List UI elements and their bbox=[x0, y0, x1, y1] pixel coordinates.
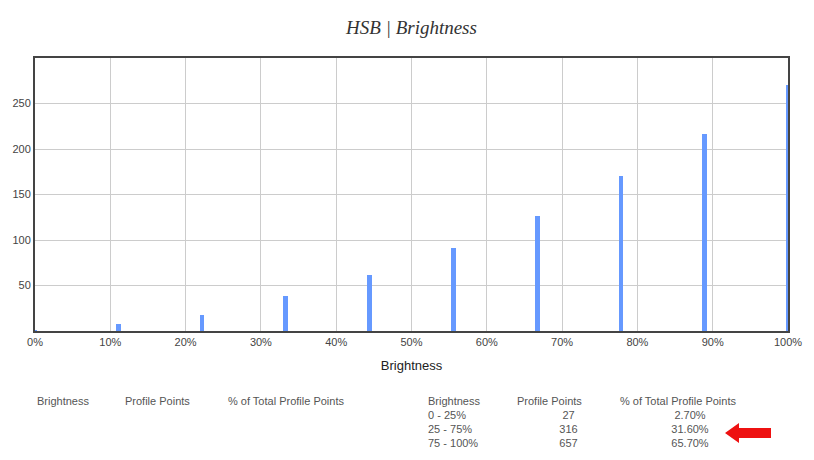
svg-text:60%: 60% bbox=[476, 336, 498, 348]
svg-text:20%: 20% bbox=[175, 336, 197, 348]
svg-text:Brightness: Brightness bbox=[381, 358, 443, 373]
svg-text:100%: 100% bbox=[774, 336, 802, 348]
svg-text:250: 250 bbox=[12, 97, 30, 109]
svg-text:10%: 10% bbox=[99, 336, 121, 348]
svg-text:50: 50 bbox=[19, 279, 31, 291]
svg-text:100: 100 bbox=[12, 234, 30, 246]
html-text:Profile Points: Profile Points bbox=[517, 395, 582, 407]
svg-text:150: 150 bbox=[12, 188, 30, 200]
html-text:2.70%: 2.70% bbox=[674, 409, 706, 421]
html-text:65.70%: 65.70% bbox=[671, 437, 709, 449]
svg-text:90%: 90% bbox=[702, 336, 724, 348]
svg-text:30%: 30% bbox=[250, 336, 272, 348]
svg-text:HSB | Brightness: HSB | Brightness bbox=[345, 17, 477, 38]
html-text:0 - 25%: 0 - 25% bbox=[428, 409, 466, 421]
html-text:% of Total Profile Points: % of Total Profile Points bbox=[620, 395, 736, 407]
html-text:31.60%: 31.60% bbox=[671, 423, 709, 435]
html-text:Brightness: Brightness bbox=[37, 395, 89, 407]
html-text:% of Total Profile Points: % of Total Profile Points bbox=[228, 395, 344, 407]
svg-text:50%: 50% bbox=[400, 336, 422, 348]
svg-text:0%: 0% bbox=[27, 336, 43, 348]
svg-text:80%: 80% bbox=[626, 336, 648, 348]
svg-text:70%: 70% bbox=[551, 336, 573, 348]
html-text:657: 657 bbox=[559, 437, 578, 449]
html-text:27: 27 bbox=[562, 409, 575, 421]
html-text:25 - 75%: 25 - 75% bbox=[428, 423, 472, 435]
svg-text:200: 200 bbox=[12, 143, 30, 155]
svg-text:40%: 40% bbox=[325, 336, 347, 348]
html-text:Profile Points: Profile Points bbox=[125, 395, 190, 407]
html-text:316: 316 bbox=[559, 423, 578, 435]
html-text:75 - 100%: 75 - 100% bbox=[428, 437, 479, 449]
html-text:Brightness: Brightness bbox=[428, 395, 480, 407]
